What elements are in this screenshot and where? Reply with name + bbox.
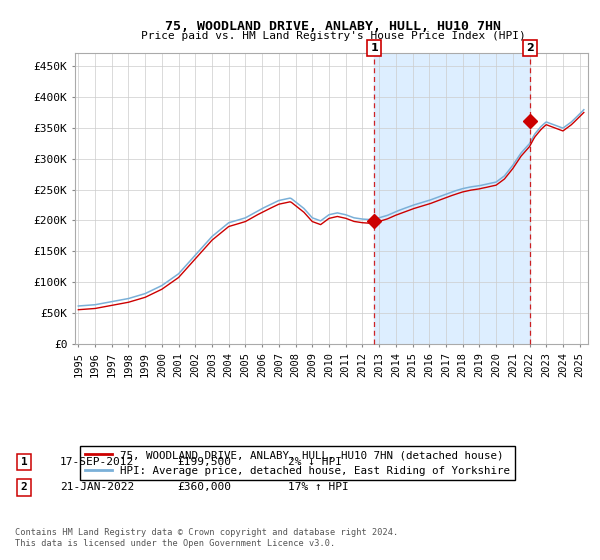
Legend: 75, WOODLAND DRIVE, ANLABY, HULL, HU10 7HN (detached house), HPI: Average price,: 75, WOODLAND DRIVE, ANLABY, HULL, HU10 7… <box>80 446 515 480</box>
Text: 75, WOODLAND DRIVE, ANLABY, HULL, HU10 7HN: 75, WOODLAND DRIVE, ANLABY, HULL, HU10 7… <box>165 20 501 32</box>
Text: 2: 2 <box>527 43 535 53</box>
Bar <box>374 53 530 344</box>
Text: Price paid vs. HM Land Registry's House Price Index (HPI): Price paid vs. HM Land Registry's House … <box>140 31 526 41</box>
Text: 1: 1 <box>20 457 28 467</box>
Text: 2% ↓ HPI: 2% ↓ HPI <box>288 457 342 467</box>
Text: £360,000: £360,000 <box>177 482 231 492</box>
Text: 21-JAN-2022: 21-JAN-2022 <box>60 482 134 492</box>
Text: 2: 2 <box>20 482 28 492</box>
Text: £199,500: £199,500 <box>177 457 231 467</box>
Text: 1: 1 <box>371 43 379 53</box>
Text: 17% ↑ HPI: 17% ↑ HPI <box>288 482 349 492</box>
Text: 17-SEP-2012: 17-SEP-2012 <box>60 457 134 467</box>
Text: Contains HM Land Registry data © Crown copyright and database right 2024.
This d: Contains HM Land Registry data © Crown c… <box>15 528 398 548</box>
